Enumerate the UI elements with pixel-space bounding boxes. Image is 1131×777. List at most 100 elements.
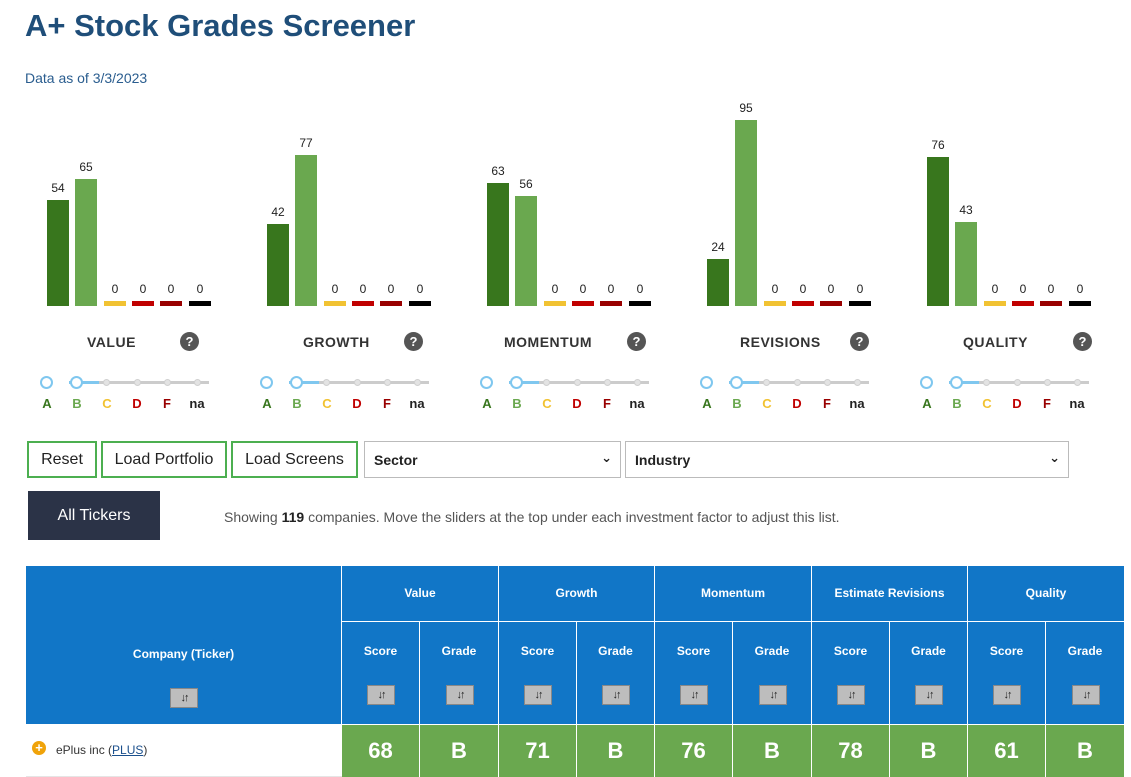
slider-stop[interactable] — [983, 379, 990, 386]
page-title: A+ Stock Grades Screener — [25, 8, 416, 43]
bar-value-label: 0 — [167, 282, 175, 296]
value-grade-chart: 54 65 0 0 0 0 — [47, 110, 217, 306]
industry-select-value: Industry — [635, 451, 691, 468]
slider-stop[interactable] — [164, 379, 171, 386]
grade-cell: B — [733, 725, 812, 777]
sub-header-label: Score — [363, 644, 398, 658]
slider-stop[interactable] — [194, 379, 201, 386]
slider-stop[interactable] — [824, 379, 831, 386]
sort-grade-button[interactable]: ↓↑ — [1072, 685, 1100, 705]
quality-grade-slider[interactable] — [920, 375, 1097, 389]
help-icon[interactable]: ? — [180, 332, 199, 351]
bar-b — [735, 120, 757, 306]
growth-grade-slider[interactable] — [260, 375, 437, 389]
slider-handle-min[interactable] — [700, 376, 713, 389]
slider-stop[interactable] — [323, 379, 330, 386]
slider-range — [509, 381, 539, 384]
slider-stop[interactable] — [1074, 379, 1081, 386]
sort-score-button[interactable]: ↓↑ — [837, 685, 865, 705]
bar-c — [544, 301, 566, 306]
slider-handle-min[interactable] — [480, 376, 493, 389]
quality-grade-chart: 76 43 0 0 0 0 — [927, 110, 1097, 306]
sort-score-button[interactable]: ↓↑ — [367, 685, 395, 705]
slider-stop[interactable] — [574, 379, 581, 386]
sort-grade-button[interactable]: ↓↑ — [915, 685, 943, 705]
all-tickers-button[interactable]: All Tickers — [28, 491, 160, 540]
sort-score-button[interactable]: ↓↑ — [993, 685, 1021, 705]
bar-c — [104, 301, 126, 306]
grade-letter-c: C — [982, 396, 992, 411]
load-screens-button[interactable]: Load Screens — [231, 441, 358, 478]
slider-stop[interactable] — [604, 379, 611, 386]
slider-stop[interactable] — [1044, 379, 1051, 386]
bar-a — [927, 157, 949, 306]
revisions-grade-slider[interactable] — [700, 375, 877, 389]
grade-letter-b: B — [292, 396, 302, 411]
bar-value-label: 65 — [79, 160, 93, 174]
sub-header-label: Grade — [911, 644, 946, 658]
load-portfolio-button[interactable]: Load Portfolio — [101, 441, 227, 478]
slider-stop[interactable] — [543, 379, 550, 386]
grade-cell: B — [420, 725, 499, 777]
expand-plus-icon[interactable]: + — [32, 741, 46, 755]
grade-letter-c: C — [102, 396, 112, 411]
grade-header: Grade ↓↑ — [733, 622, 812, 725]
slider-stop[interactable] — [854, 379, 861, 386]
slider-stop[interactable] — [1014, 379, 1021, 386]
slider-handle-max[interactable] — [950, 376, 963, 389]
slider-stop[interactable] — [794, 379, 801, 386]
value-grade-slider[interactable] — [40, 375, 217, 389]
slider-handle-max[interactable] — [730, 376, 743, 389]
revisions-grade-chart: 24 95 0 0 0 0 — [707, 101, 877, 306]
sector-select[interactable]: Sector ⌄ — [364, 441, 621, 478]
bar-c — [984, 301, 1006, 306]
grade-header: Grade ↓↑ — [577, 622, 655, 725]
slider-handle-max[interactable] — [290, 376, 303, 389]
slider-stop[interactable] — [414, 379, 421, 386]
score-cell: 71 — [499, 725, 577, 777]
reset-button[interactable]: Reset — [27, 441, 97, 478]
bar-value-label: 0 — [856, 282, 864, 296]
slider-handle-min[interactable] — [260, 376, 273, 389]
help-icon[interactable]: ? — [850, 332, 869, 351]
grade-letter-f: F — [383, 396, 391, 411]
sort-grade-button[interactable]: ↓↑ — [446, 685, 474, 705]
sort-score-button[interactable]: ↓↑ — [524, 685, 552, 705]
sort-company-button[interactable]: ↓↑ — [170, 688, 198, 708]
grade-letter-f: F — [823, 396, 831, 411]
slider-handle-min[interactable] — [920, 376, 933, 389]
sort-score-button[interactable]: ↓↑ — [680, 685, 708, 705]
momentum-grade-slider[interactable] — [480, 375, 657, 389]
grade-letter-b: B — [72, 396, 82, 411]
score-cell: 78 — [812, 725, 890, 777]
slider-stop[interactable] — [354, 379, 361, 386]
bar-value-label: 95 — [739, 101, 753, 115]
industry-select[interactable]: Industry ⌄ — [625, 441, 1069, 478]
slider-stop[interactable] — [134, 379, 141, 386]
sub-header-label: Grade — [754, 644, 790, 658]
slider-stop[interactable] — [384, 379, 391, 386]
bar-d — [1012, 301, 1034, 306]
slider-stop[interactable] — [103, 379, 110, 386]
ticker-link[interactable]: PLUS — [112, 743, 144, 757]
bar-value-label: 24 — [711, 240, 725, 254]
slider-stop[interactable] — [634, 379, 641, 386]
help-icon[interactable]: ? — [404, 332, 423, 351]
slider-handle-min[interactable] — [40, 376, 53, 389]
bar-value-label: 0 — [1019, 282, 1027, 296]
group-header-value: Value — [342, 566, 499, 622]
slider-handle-max[interactable] — [70, 376, 83, 389]
help-icon[interactable]: ? — [627, 332, 646, 351]
grade-letter-a: A — [702, 396, 712, 411]
sort-grade-button[interactable]: ↓↑ — [759, 685, 787, 705]
grade-letter-f: F — [603, 396, 611, 411]
sort-grade-button[interactable]: ↓↑ — [602, 685, 630, 705]
slider-stop[interactable] — [763, 379, 770, 386]
bar-f — [600, 301, 622, 306]
slider-range — [69, 381, 99, 384]
bar-na — [409, 301, 431, 306]
help-icon[interactable]: ? — [1073, 332, 1092, 351]
slider-handle-max[interactable] — [510, 376, 523, 389]
